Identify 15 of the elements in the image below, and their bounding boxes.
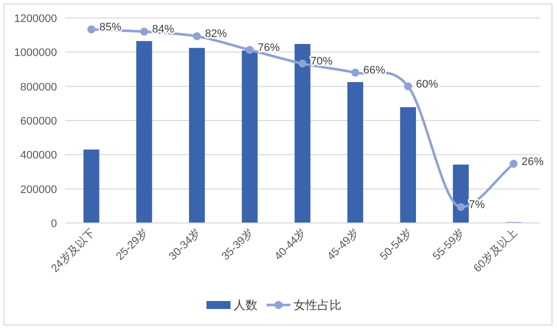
legend-label: 女性占比 [294, 298, 342, 312]
data-label: 76% [258, 42, 280, 54]
y-tick-label: 600000 [20, 116, 57, 128]
data-label: 70% [310, 56, 333, 68]
y-tick-label: 200000 [20, 184, 57, 196]
y-tick-label: 1000000 [14, 47, 57, 60]
y-tick-label: 800000 [20, 81, 57, 94]
legend-label: 人数 [234, 298, 258, 312]
x-tick-label: 60岁及以上 [470, 226, 520, 275]
data-label: 7% [468, 199, 485, 212]
y-tick-label: 400000 [20, 150, 57, 162]
data-label: 26% [522, 156, 544, 168]
data-label: 60% [416, 78, 438, 90]
y-tick-label: 1200000 [14, 13, 57, 25]
data-label: 82% [204, 28, 228, 40]
